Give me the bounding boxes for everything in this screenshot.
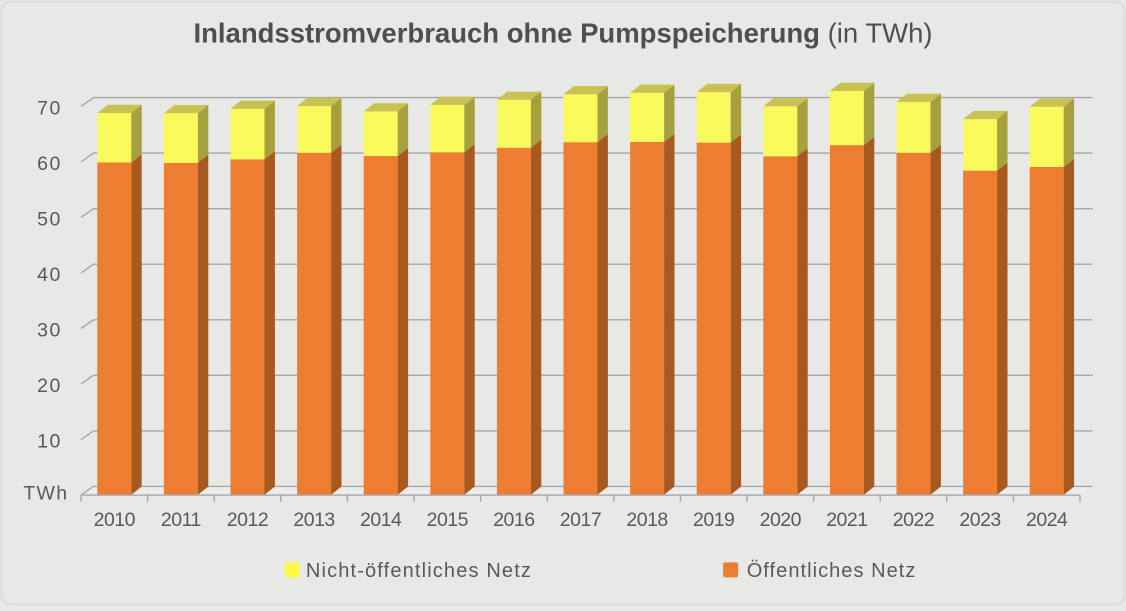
- svg-text:Inlandsstromverbrauch ohne Pum: Inlandsstromverbrauch ohne Pumpspeicheru…: [193, 18, 932, 49]
- svg-text:50: 50: [37, 208, 62, 230]
- svg-text:2011: 2011: [161, 509, 201, 531]
- svg-text:2019: 2019: [693, 509, 734, 531]
- svg-text:2017: 2017: [560, 509, 601, 531]
- svg-text:10: 10: [37, 431, 62, 453]
- svg-text:2012: 2012: [227, 509, 268, 531]
- svg-text:2022: 2022: [893, 509, 934, 531]
- svg-text:30: 30: [37, 320, 62, 342]
- svg-text:2021: 2021: [826, 509, 867, 531]
- svg-text:2024: 2024: [1026, 509, 1068, 531]
- svg-text:2015: 2015: [427, 509, 469, 531]
- svg-text:2023: 2023: [959, 509, 1000, 531]
- svg-text:40: 40: [37, 264, 62, 286]
- svg-text:20: 20: [37, 375, 62, 397]
- svg-text:60: 60: [37, 153, 62, 175]
- svg-text:TWh: TWh: [23, 483, 68, 505]
- svg-text:2018: 2018: [626, 509, 667, 531]
- svg-text:2020: 2020: [760, 509, 802, 531]
- svg-text:Öffentliches Netz: Öffentliches Netz: [747, 560, 917, 582]
- svg-text:2013: 2013: [293, 509, 334, 531]
- svg-text:70: 70: [37, 97, 62, 119]
- svg-text:2014: 2014: [360, 509, 402, 531]
- svg-text:Nicht-öffentliches Netz: Nicht-öffentliches Netz: [306, 560, 532, 582]
- svg-text:2016: 2016: [493, 509, 534, 531]
- svg-text:2010: 2010: [94, 509, 136, 531]
